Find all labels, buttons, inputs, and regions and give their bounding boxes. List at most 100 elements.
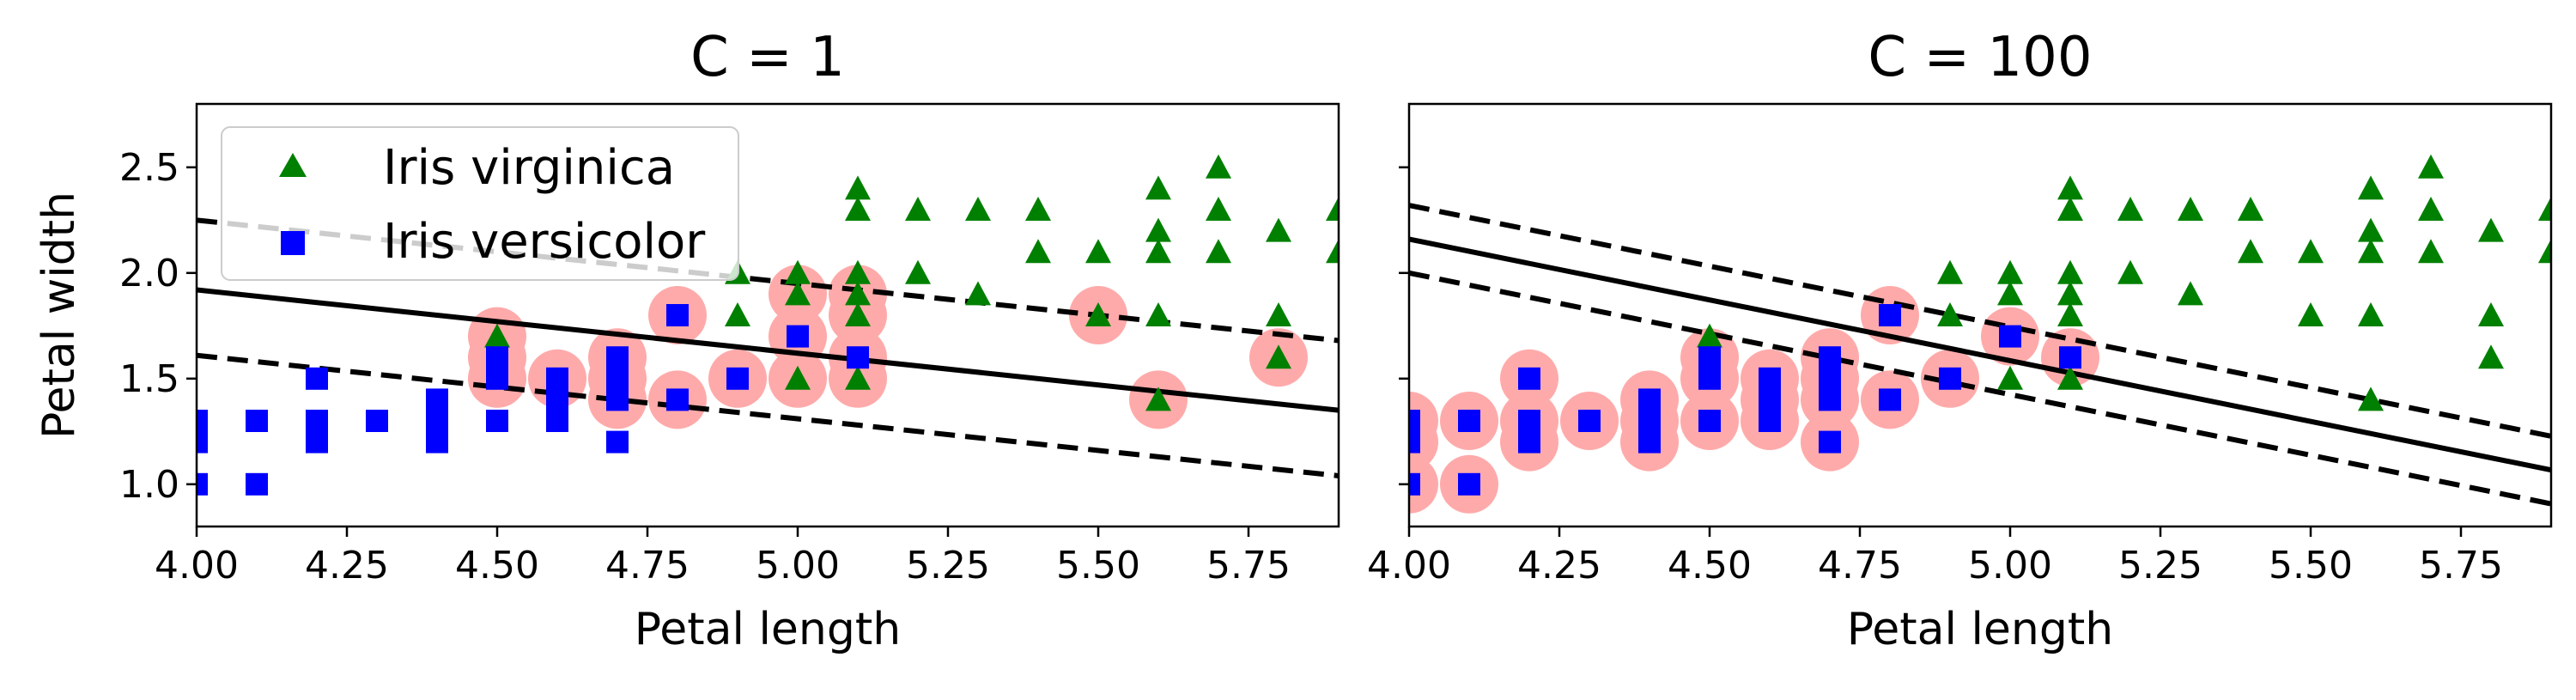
- versicolor-point: [1638, 388, 1661, 411]
- data-points: [1409, 154, 2551, 496]
- virginica-point: [2298, 302, 2324, 326]
- virginica-point: [2418, 239, 2444, 264]
- panel-title: C = 1: [690, 26, 845, 89]
- versicolor-point: [1698, 410, 1721, 432]
- virginica-point: [2238, 239, 2263, 264]
- virginica-point: [1266, 217, 1291, 242]
- versicolor-point: [1819, 367, 1841, 390]
- versicolor-point: [847, 346, 869, 369]
- virginica-point: [2358, 175, 2384, 200]
- versicolor-point: [546, 367, 568, 390]
- virginica-point: [484, 323, 510, 348]
- versicolor-point: [1518, 410, 1540, 432]
- virginica-point: [2358, 387, 2384, 411]
- virginica-point: [1025, 197, 1051, 221]
- virginica-point: [2358, 239, 2384, 264]
- versicolor-point: [726, 367, 749, 390]
- virginica-point: [2418, 197, 2444, 221]
- virginica-point: [1937, 302, 1963, 326]
- versicolor-point: [1759, 367, 1781, 390]
- x-ticks: 4.00 4.25 4.50 4.75 5.00 5.25 5.50 5.75: [1367, 527, 2503, 587]
- virginica-point: [1025, 239, 1051, 264]
- legend-versicolor-label: Iris versicolor: [383, 214, 706, 270]
- virginica-point: [2178, 281, 2203, 306]
- x-tick-label: 4.00: [155, 544, 239, 587]
- x-tick-label: 4.75: [605, 544, 690, 587]
- virginica-point: [1145, 217, 1171, 242]
- support-vectors: [1409, 286, 2099, 514]
- virginica-point: [1266, 344, 1291, 369]
- virginica-point: [905, 259, 931, 284]
- x-tick-label: 4.00: [1367, 544, 1451, 587]
- virginica-point: [1266, 302, 1291, 326]
- decision-boundary: [1409, 236, 2551, 473]
- versicolor-point: [1759, 410, 1781, 432]
- virginica-point: [2117, 197, 2143, 221]
- virginica-point: [2298, 239, 2324, 264]
- x-axis-label: Petal length: [1847, 604, 2113, 655]
- versicolor-point: [606, 430, 629, 453]
- versicolor-point: [366, 410, 388, 432]
- virginica-point: [785, 281, 811, 306]
- virginica-point: [2418, 154, 2444, 179]
- versicolor-point: [486, 346, 508, 369]
- plot-frame: [195, 102, 1340, 528]
- versicolor-point: [1578, 410, 1601, 432]
- virginica-point: [2057, 197, 2083, 221]
- virginica-point: [1937, 259, 1963, 284]
- x-tick-label: 5.75: [2419, 544, 2503, 587]
- virginica-point: [1206, 239, 1231, 264]
- versicolor-point: [246, 410, 268, 432]
- versicolor-point: [197, 410, 208, 432]
- virginica-point: [785, 259, 811, 284]
- x-tick-label: 4.50: [1668, 544, 1752, 587]
- versicolor-point: [1409, 430, 1420, 453]
- virginica-point: [1145, 175, 1171, 200]
- plot-frame: [1407, 102, 2553, 528]
- versicolor-point: [306, 410, 328, 432]
- versicolor-point: [1879, 388, 1901, 411]
- panel-c100: C = 100 4.00 4.25 4.50 4.75 5.00 5.25 5.50 5.75…: [1367, 26, 2553, 655]
- versicolor-point: [546, 388, 568, 411]
- versicolor-point: [606, 346, 629, 369]
- virginica-point: [2057, 302, 2083, 326]
- legend-virginica-marker: [279, 153, 307, 177]
- x-axis-label: Petal length: [635, 604, 901, 655]
- x-tick-label: 5.75: [1206, 544, 1291, 587]
- x-tick-label: 5.50: [1056, 544, 1140, 587]
- virginica-point: [2478, 302, 2504, 326]
- virginica-point: [845, 302, 871, 326]
- virginica-point: [1085, 302, 1111, 326]
- virginica-point: [2358, 217, 2384, 242]
- virginica-point: [1206, 154, 1231, 179]
- virginica-point: [1145, 302, 1171, 326]
- virginica-point: [2057, 281, 2083, 306]
- versicolor-point: [426, 388, 448, 411]
- virginica-point: [845, 175, 871, 200]
- virginica-point: [905, 197, 931, 221]
- versicolor-point: [2059, 346, 2081, 369]
- virginica-point: [2478, 344, 2504, 369]
- virginica-point: [2538, 197, 2551, 221]
- decision-boundary: [197, 287, 1339, 413]
- x-tick-label: 4.75: [1818, 544, 1902, 587]
- virginica-point: [785, 365, 811, 390]
- virginica-point: [1326, 239, 1339, 264]
- legend-versicolor-marker: [281, 231, 305, 255]
- virginica-point: [845, 197, 871, 221]
- support-vectors: [468, 265, 1308, 429]
- panel-title: C = 100: [1868, 26, 2092, 89]
- x-tick-label: 4.25: [1517, 544, 1601, 587]
- x-tick-label: 5.50: [2269, 544, 2353, 587]
- panel-c1: C = 1 4.00 4.25 4.50 4.75 5.00 5.25 5.50 5.75 1…: [33, 26, 1340, 655]
- versicolor-point: [1999, 325, 2021, 348]
- versicolor-point: [606, 388, 629, 411]
- virginica-point: [1326, 197, 1339, 221]
- virginica-point: [725, 302, 750, 326]
- versicolor-point: [1819, 346, 1841, 369]
- x-tick-label: 5.00: [756, 544, 840, 587]
- versicolor-point: [1458, 410, 1480, 432]
- x-tick-label: 5.25: [906, 544, 990, 587]
- versicolor-point: [1638, 410, 1661, 432]
